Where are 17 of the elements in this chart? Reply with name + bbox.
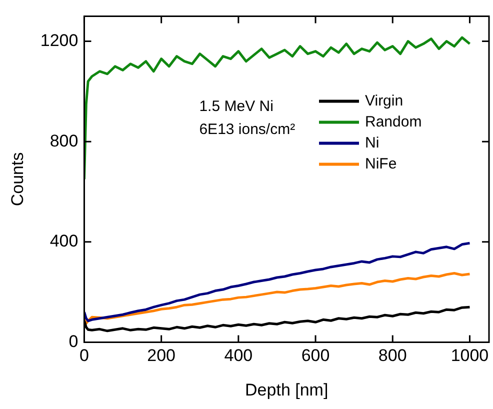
y-tick-label: 400 bbox=[50, 232, 78, 251]
x-axis-title: Depth [nm] bbox=[245, 380, 328, 400]
y-tick-label: 0 bbox=[68, 332, 78, 351]
y-tick-label: 800 bbox=[50, 131, 78, 150]
x-tick-label: 200 bbox=[147, 346, 176, 366]
legend-label: Virgin bbox=[365, 92, 404, 110]
annotation: 1.5 MeV Ni bbox=[199, 98, 274, 116]
legend-label: Ni bbox=[365, 134, 380, 152]
y-axis-title: Counts bbox=[8, 152, 27, 206]
x-tick-label: 400 bbox=[224, 346, 253, 366]
legend-label: NiFe bbox=[365, 155, 397, 172]
x-tick-label: 800 bbox=[378, 346, 407, 366]
annotation: 6E13 ions/cm² bbox=[199, 121, 296, 138]
x-tick-label: 600 bbox=[301, 346, 330, 366]
legend-label: Random bbox=[365, 113, 422, 130]
y-tick-label: 1200 bbox=[40, 30, 78, 50]
x-tick-label: 1000 bbox=[450, 346, 489, 366]
